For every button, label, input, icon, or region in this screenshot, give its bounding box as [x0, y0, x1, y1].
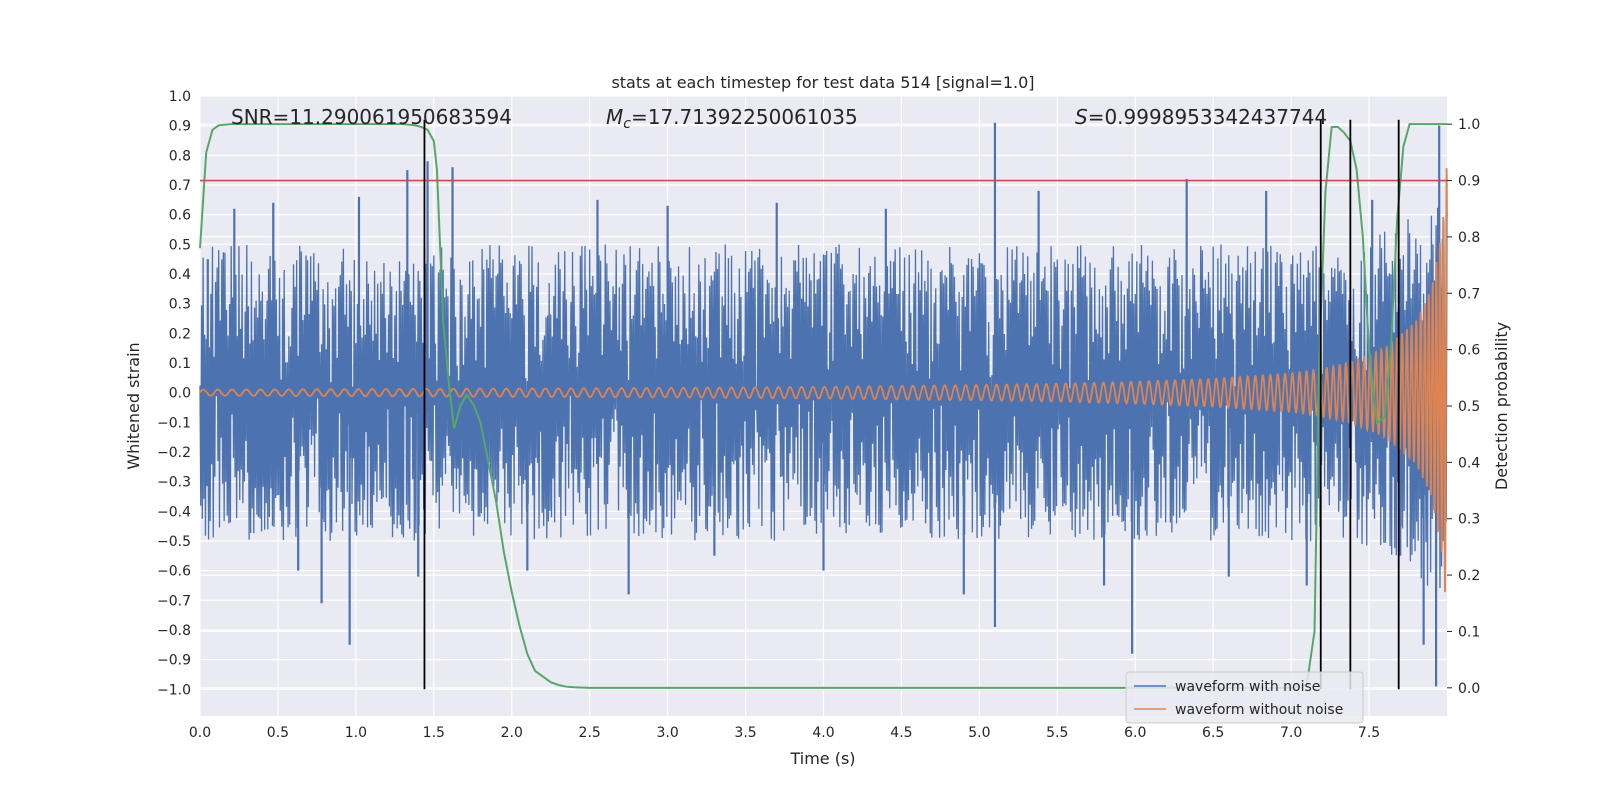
y-tick-label: 0.4 — [169, 267, 191, 283]
y-right-tick-label: 0.7 — [1458, 286, 1480, 302]
chart-title: stats at each timestep for test data 514… — [611, 73, 1034, 92]
y-right-tick-label: 0.8 — [1458, 230, 1480, 246]
y-tick-label: 0.5 — [169, 237, 191, 253]
vertical-markers — [423, 119, 1400, 690]
y-tick-label: 0.8 — [169, 148, 191, 164]
series-detection-probability — [199, 123, 1447, 689]
x-tick-label: 3.0 — [656, 725, 678, 741]
detection-probability-line — [199, 123, 1447, 689]
x-tick-label: 1.5 — [423, 725, 445, 741]
snr-annotation: SNR=11.290061950683594 — [231, 105, 512, 129]
y-right-tick-label: 0.0 — [1458, 681, 1480, 697]
y-tick-label: −0.1 — [157, 415, 191, 431]
y-right-tick-label: 0.5 — [1458, 399, 1480, 415]
y-tick-label: −0.9 — [157, 653, 191, 669]
x-tick-label: 4.5 — [890, 725, 912, 741]
y-tick-label: −0.4 — [157, 504, 191, 520]
waveform-with-noise-line — [199, 207, 1448, 589]
score-value: =0.9998953342437744 — [1088, 105, 1327, 129]
x-tick-label: 2.5 — [579, 725, 601, 741]
x-tick-label: 0.5 — [267, 725, 289, 741]
y-right-tick-label: 0.9 — [1458, 174, 1480, 190]
x-tick-label: 1.0 — [345, 725, 367, 741]
legend: waveform with noise waveform without noi… — [1125, 671, 1364, 724]
y-tick-labels: 1.0 0.9 0.8 0.7 0.6 0.5 0.4 0.3 0.2 0.1 0.0 −0.1 −0.… — [157, 89, 191, 698]
y-tick-label: 0.1 — [169, 356, 191, 372]
y-tick-label: −0.8 — [157, 623, 191, 639]
chirp-mass-annotation: Mc=17.71392250061035 — [606, 105, 858, 132]
y-tick-label: 1.0 — [169, 89, 191, 105]
x-tick-label: 6.5 — [1202, 725, 1224, 741]
legend-box — [1125, 671, 1364, 724]
waveform-without-noise-line — [199, 168, 1448, 593]
y-tick-label: 0.2 — [169, 326, 191, 342]
y-right-tick-label: 1.0 — [1458, 117, 1480, 133]
y-tick-label: 0.3 — [169, 297, 191, 313]
score-annotation: S=0.9998953342437744 — [1075, 105, 1327, 129]
chirp-mass-value: =17.71392250061035 — [631, 105, 858, 129]
x-tick-label: 6.0 — [1124, 725, 1146, 741]
y-right-tick-label: 0.3 — [1458, 512, 1480, 528]
y-right-axis-label: Detection probability — [1492, 322, 1511, 490]
x-tick-labels: 0.0 0.5 1.0 1.5 2.0 2.5 3.0 3.5 4.0 4.5 5.0 5.5 6.0 6… — [189, 725, 1380, 741]
chirp-mass-subscript: c — [623, 116, 631, 132]
y-tick-label: −0.3 — [157, 475, 191, 491]
x-axis-label: Time (s) — [789, 749, 855, 768]
y-axis-label: Whitened strain — [124, 342, 143, 469]
x-tick-label: 2.0 — [501, 725, 523, 741]
chirp-mass-symbol: M — [606, 105, 623, 129]
y-right-tick-label: 0.1 — [1458, 624, 1480, 640]
y-right-tick-labels: 1.0 0.9 0.8 0.7 0.6 0.5 0.4 0.3 0.2 0.1 0.0 — [1447, 117, 1480, 697]
y-tick-label: 0.6 — [169, 208, 191, 224]
x-tick-label: 7.5 — [1358, 725, 1380, 741]
y-tick-label: −0.2 — [157, 445, 191, 461]
y-right-tick-label: 0.2 — [1458, 568, 1480, 584]
legend-label-noise: waveform with noise — [1175, 679, 1320, 695]
x-tick-label: 4.0 — [812, 725, 834, 741]
y-tick-label: 0.0 — [169, 386, 191, 402]
y-right-tick-label: 0.6 — [1458, 343, 1480, 359]
legend-label-clean: waveform without noise — [1175, 702, 1343, 718]
x-tick-label: 5.0 — [968, 725, 990, 741]
score-symbol: S — [1075, 105, 1088, 129]
y-tick-label: −0.6 — [157, 564, 191, 580]
y-tick-label: −1.0 — [157, 682, 191, 698]
x-tick-label: 5.5 — [1046, 725, 1068, 741]
x-tick-label: 7.0 — [1280, 725, 1302, 741]
y-tick-label: 0.9 — [169, 119, 191, 135]
y-tick-label: −0.5 — [157, 534, 191, 550]
y-tick-label: 0.7 — [169, 178, 191, 194]
y-right-tick-label: 0.4 — [1458, 455, 1480, 471]
x-tick-label: 3.5 — [734, 725, 756, 741]
x-tick-label: 0.0 — [189, 725, 211, 741]
series-waveform-without-noise — [199, 168, 1448, 593]
y-tick-label: −0.7 — [157, 593, 191, 609]
